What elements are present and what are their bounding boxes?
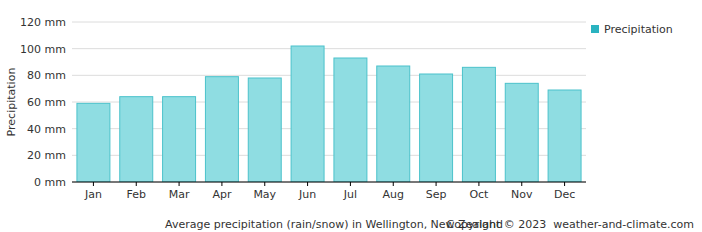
bar xyxy=(420,74,453,182)
x-tick xyxy=(221,182,222,186)
y-tick-label: 120 mm xyxy=(20,16,66,29)
bar xyxy=(462,67,495,182)
x-tick-label: Apr xyxy=(212,188,232,201)
bar xyxy=(377,66,410,182)
x-tick xyxy=(136,182,137,186)
x-tick xyxy=(478,182,479,186)
x-tick-label: Jun xyxy=(298,188,316,201)
x-tick-label: Dec xyxy=(554,188,575,201)
x-axis-line xyxy=(72,182,586,183)
x-tick xyxy=(393,182,394,186)
x-tick xyxy=(436,182,437,186)
x-tick xyxy=(93,182,94,186)
x-tick-label: May xyxy=(253,188,276,201)
y-axis-label: Precipitation xyxy=(5,68,18,137)
bar xyxy=(291,46,324,182)
x-tick-label: Sep xyxy=(426,188,447,201)
y-tick-label: 100 mm xyxy=(20,43,66,56)
x-tick xyxy=(179,182,180,186)
y-tick-label: 20 mm xyxy=(27,149,66,162)
grid-line xyxy=(72,182,586,183)
grid-line xyxy=(72,75,586,76)
x-tick xyxy=(350,182,351,186)
y-tick-label: 40 mm xyxy=(27,123,66,136)
y-tick-label: 0 mm xyxy=(34,176,66,189)
bar xyxy=(548,90,581,182)
x-tick-label: Mar xyxy=(169,188,190,201)
annotation: Copyright © 2023 weather-and-climate.com xyxy=(447,218,694,231)
x-tick xyxy=(564,182,565,186)
x-tick-label: Jul xyxy=(343,188,357,201)
bar xyxy=(77,103,110,182)
legend-swatch xyxy=(591,25,599,33)
bar xyxy=(205,77,238,182)
x-tick xyxy=(521,182,522,186)
bar xyxy=(505,83,538,182)
x-tick-label: Oct xyxy=(469,188,489,201)
x-tick-label: Feb xyxy=(127,188,146,201)
x-tick xyxy=(307,182,308,186)
bar xyxy=(248,78,281,182)
grid-line xyxy=(72,22,586,23)
x-tick-label: Nov xyxy=(511,188,533,201)
bar xyxy=(120,97,153,182)
bar xyxy=(334,58,367,182)
legend-label: Precipitation xyxy=(604,23,673,36)
bar xyxy=(163,97,196,182)
y-tick-label: 60 mm xyxy=(27,96,66,109)
chart: 0 mm 20 mm 40 mm 60 mm 80 mm 100 mm 120 mm Prec… xyxy=(0,0,702,232)
y-tick-label: 80 mm xyxy=(27,69,66,82)
x-tick xyxy=(264,182,265,186)
grid-line xyxy=(72,48,586,49)
bars xyxy=(77,46,581,182)
x-tick-label: Aug xyxy=(383,188,404,201)
x-tick-label: Jan xyxy=(84,188,102,201)
